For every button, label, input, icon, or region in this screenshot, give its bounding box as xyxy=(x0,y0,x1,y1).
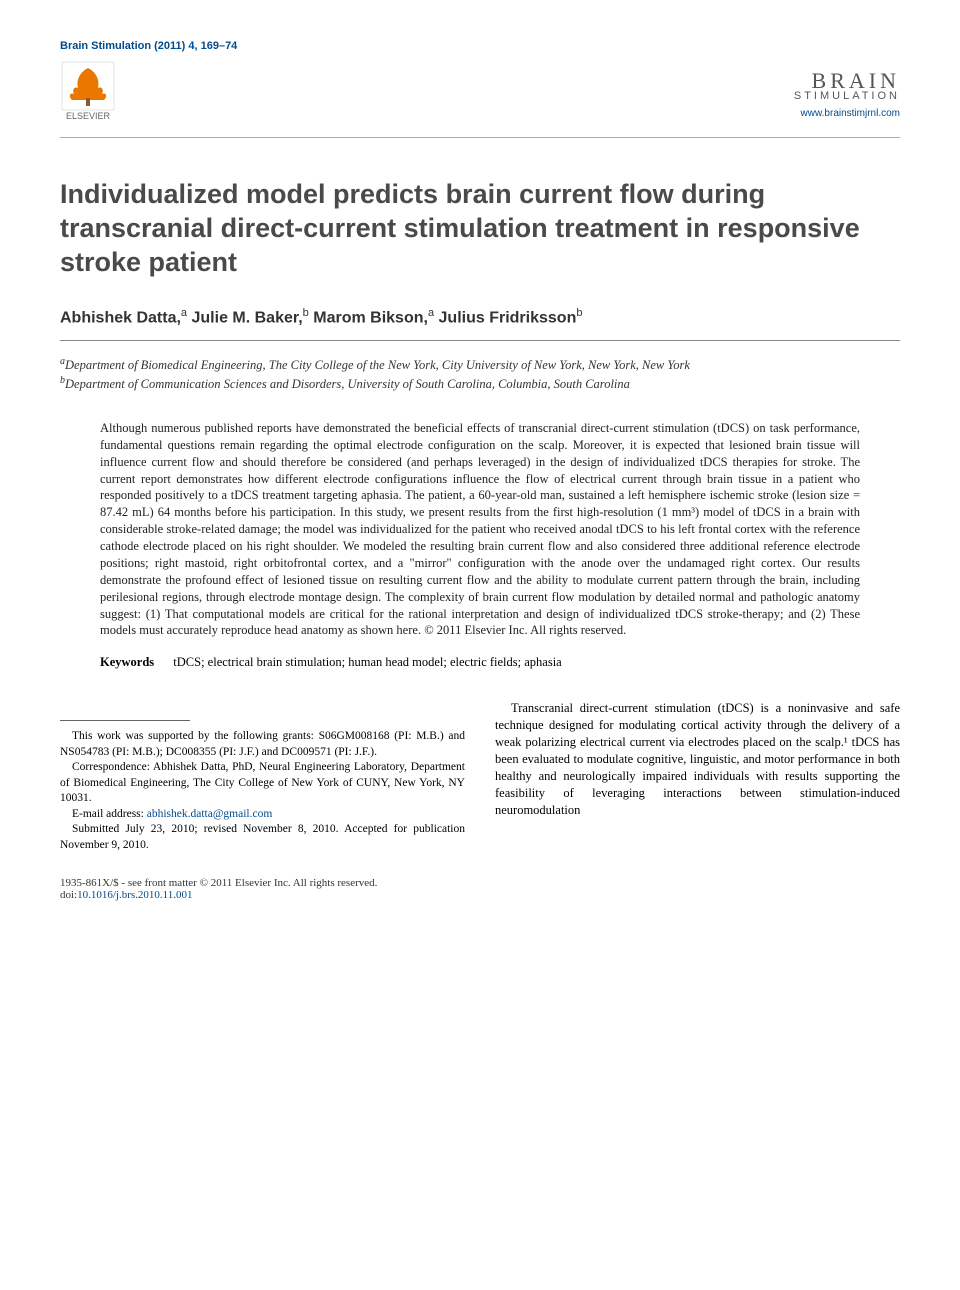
journal-logo-sub: STIMULATION xyxy=(794,90,900,102)
author-aff: b xyxy=(576,307,582,319)
funding-footnote: This work was supported by the following… xyxy=(60,729,465,760)
affiliation-a: aDepartment of Biomedical Engineering, T… xyxy=(60,355,900,375)
right-column: Transcranial direct-current stimulation … xyxy=(495,700,900,853)
elsevier-tree-icon: ELSEVIER xyxy=(60,60,116,122)
two-column-section: This work was supported by the following… xyxy=(60,700,900,853)
header-row: Brain Stimulation (2011) 4, 169–74 xyxy=(60,40,900,52)
keywords-label: Keywords xyxy=(100,655,154,669)
header-divider xyxy=(60,137,900,138)
keywords-line: Keywords tDCS; electrical brain stimulat… xyxy=(100,655,860,670)
footnote-divider xyxy=(60,720,190,721)
author: Julius Fridriksson xyxy=(439,310,577,327)
affiliations: aDepartment of Biomedical Engineering, T… xyxy=(60,355,900,394)
affiliation-text: Department of Biomedical Engineering, Th… xyxy=(65,358,690,372)
journal-logo-block: BRAIN STIMULATION www.brainstimjrnl.com xyxy=(794,68,900,119)
author-aff: a xyxy=(428,307,434,319)
logos-row: ELSEVIER BRAIN STIMULATION www.brainstim… xyxy=(60,60,900,127)
email-label: E-mail address: xyxy=(72,808,147,820)
doi-link[interactable]: 10.1016/j.brs.2010.11.001 xyxy=(77,889,192,901)
affiliation-b: bDepartment of Communication Sciences an… xyxy=(60,374,900,394)
author: Julie M. Baker xyxy=(192,310,299,327)
author-aff: b xyxy=(303,307,309,319)
article-title: Individualized model predicts brain curr… xyxy=(60,178,900,279)
correspondence-footnote: Correspondence: Abhishek Datta, PhD, Neu… xyxy=(60,760,465,807)
authors-line: Abhishek Datta,a Julie M. Baker,b Marom … xyxy=(60,307,900,327)
journal-reference: Brain Stimulation (2011) 4, 169–74 xyxy=(60,40,237,52)
keywords-values: tDCS; electrical brain stimulation; huma… xyxy=(173,655,561,669)
elsevier-logo-block: ELSEVIER xyxy=(60,60,116,127)
doi-line: doi:10.1016/j.brs.2010.11.001 xyxy=(60,889,900,901)
abstract: Although numerous published reports have… xyxy=(100,420,860,639)
author-aff: a xyxy=(181,307,187,319)
left-column: This work was supported by the following… xyxy=(60,700,465,853)
doi-label: doi: xyxy=(60,889,77,901)
elsevier-text: ELSEVIER xyxy=(66,111,111,121)
affiliation-text: Department of Communication Sciences and… xyxy=(65,377,630,391)
issn-line: 1935-861X/$ - see front matter © 2011 El… xyxy=(60,877,900,889)
author: Abhishek Datta xyxy=(60,310,176,327)
journal-url[interactable]: www.brainstimjrnl.com xyxy=(794,108,900,119)
email-link[interactable]: abhishek.datta@gmail.com xyxy=(147,808,273,820)
body-paragraph-1: Transcranial direct-current stimulation … xyxy=(495,700,900,818)
author: Marom Bikson xyxy=(313,310,423,327)
bottom-info: 1935-861X/$ - see front matter © 2011 El… xyxy=(60,877,900,901)
author-divider xyxy=(60,340,900,341)
submission-footnote: Submitted July 23, 2010; revised Novembe… xyxy=(60,822,465,853)
email-footnote: E-mail address: abhishek.datta@gmail.com xyxy=(60,807,465,823)
